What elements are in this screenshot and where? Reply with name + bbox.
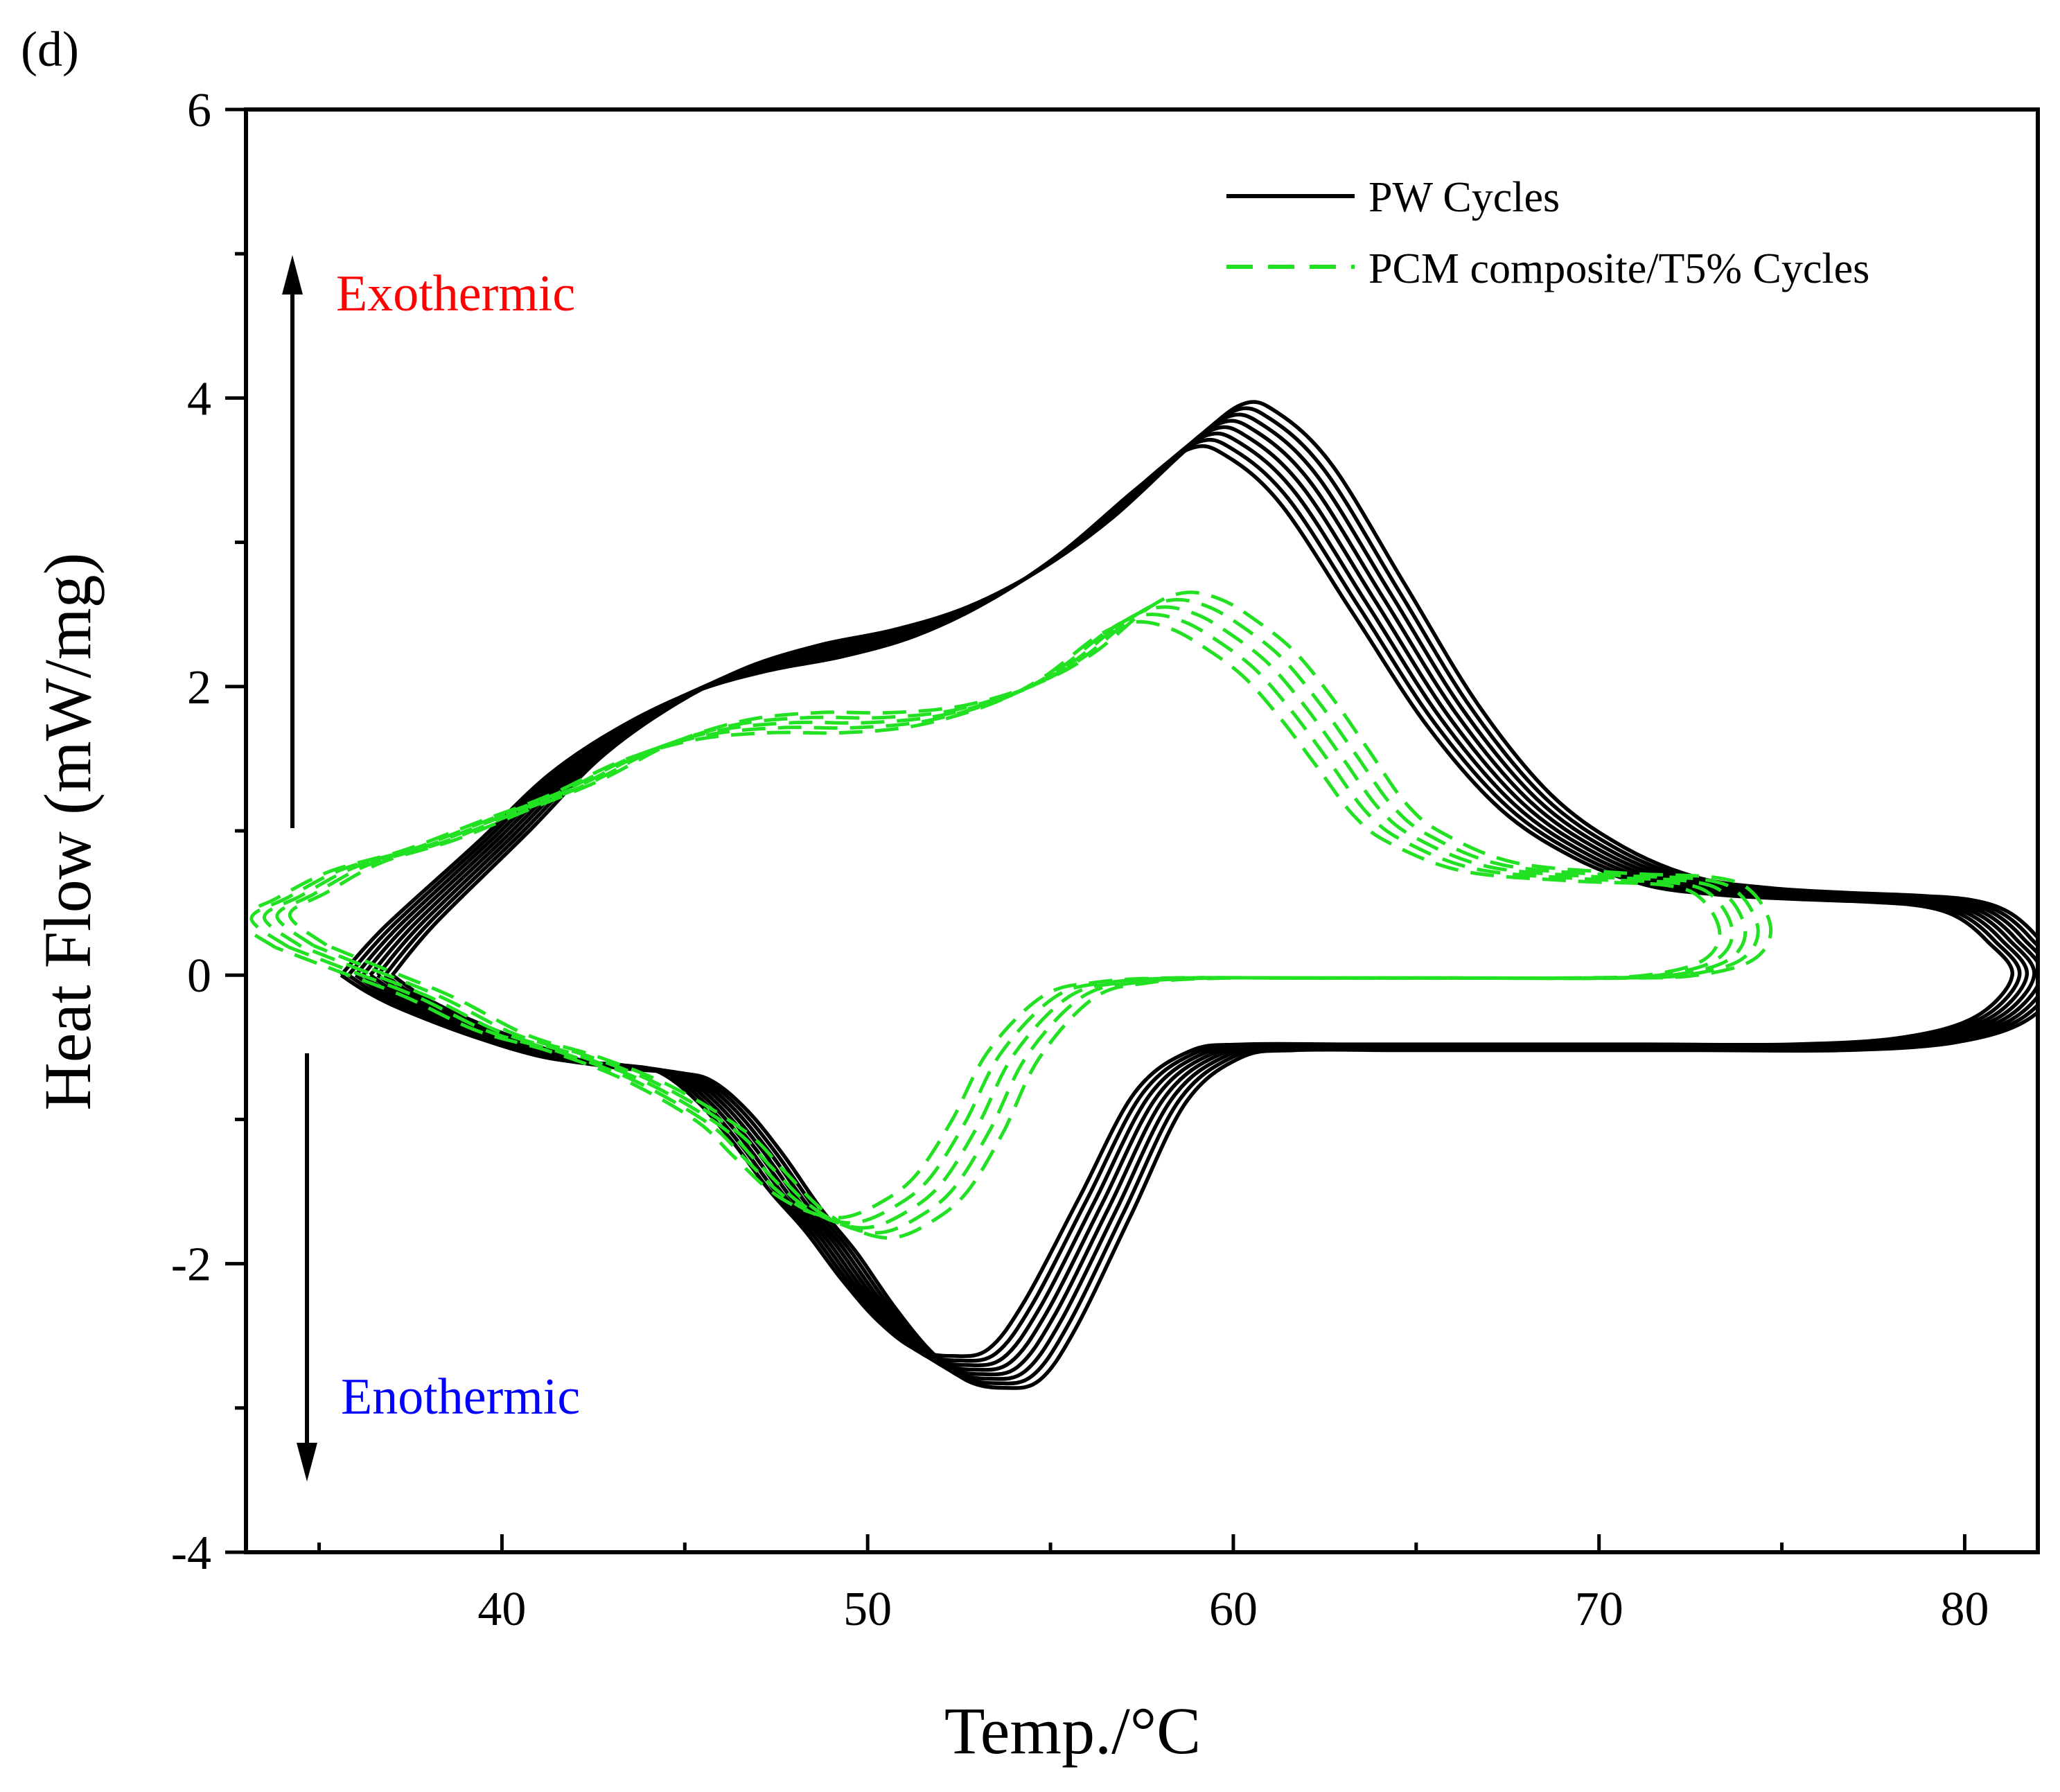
panel-label: (d) (21, 21, 79, 77)
pcm-cycle-line (262, 605, 1748, 1230)
pw-cycle-line (346, 437, 2022, 1363)
exothermic-arrow-head (282, 255, 303, 295)
x-tick-label: 60 (1209, 1583, 1258, 1636)
legend: PW Cycles PCM composite/T5% Cycles (1226, 174, 1869, 292)
x-axis: 40 50 60 70 80 (317, 1534, 1989, 1636)
y-axis-title: Heat Flow (mW/mg) (30, 552, 105, 1110)
x-tick-label: 70 (1575, 1583, 1623, 1636)
y-tick-label: 2 (187, 661, 211, 714)
y-tick-label: 6 (187, 84, 211, 137)
x-tick-label: 80 (1940, 1583, 1989, 1636)
legend-label-pw: PW Cycles (1368, 174, 1560, 221)
y-tick-label: -2 (171, 1238, 211, 1292)
x-tick-label: 50 (843, 1583, 892, 1636)
annotations: Exothermic Enothermic (282, 255, 580, 1482)
pcm-cycle-line (275, 597, 1760, 1235)
enothermic-arrow-head (297, 1443, 317, 1482)
y-tick-label: -4 (171, 1527, 211, 1580)
pw-cycle-line (390, 400, 2038, 1390)
y-tick-label: 0 (187, 949, 211, 1003)
x-tick-label: 40 (477, 1583, 526, 1636)
x-axis-title: Temp./°C (944, 1694, 1201, 1768)
legend-label-pcm: PCM composite/T5% Cycles (1368, 245, 1869, 292)
exothermic-label: Exothermic (336, 265, 575, 322)
y-axis: -4 -2 0 2 4 6 (171, 84, 246, 1580)
pcm-cycle-line (288, 590, 1773, 1240)
pcm-cycle-line (246, 620, 1722, 1220)
series-layer (246, 400, 2038, 1390)
y-tick-label: 4 (187, 372, 211, 425)
pcm-cycle-line (249, 613, 1734, 1225)
enothermic-label: Enothermic (341, 1369, 580, 1425)
